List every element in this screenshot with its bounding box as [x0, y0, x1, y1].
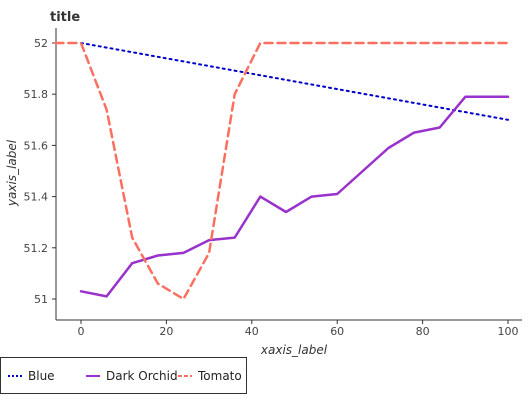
y-axis-title: yaxis_label: [5, 139, 19, 207]
y-ticks: 51 51.2 51.4 51.6 51.8 52: [24, 37, 56, 306]
legend-label: Dark Orchid: [106, 369, 178, 383]
x-tick-label: 20: [159, 325, 173, 338]
y-tick-label: 51.2: [24, 242, 49, 255]
y-tick-label: 51.8: [24, 88, 49, 101]
legend-box: [0, 357, 247, 394]
y-tick-label: 52: [34, 37, 48, 50]
axes: [55, 28, 522, 321]
plot-lines: [54, 41, 510, 301]
legend-label: Tomato: [197, 369, 242, 383]
y-tick-label: 51: [34, 293, 48, 306]
x-tick-label: 0: [78, 325, 85, 338]
series-line-blue: [80, 42, 509, 121]
legend: Blue Dark Orchid Tomato: [0, 357, 247, 394]
series-line-tomato: [54, 41, 510, 301]
x-tick-label: 100: [498, 325, 519, 338]
series-line-dark-orchid: [79, 95, 510, 298]
x-tick-label: 40: [245, 325, 259, 338]
chart-title: title: [50, 10, 80, 25]
x-ticks: 0 20 40 60 80 100: [78, 320, 519, 338]
x-tick-label: 80: [416, 325, 430, 338]
x-axis-title: xaxis_label: [260, 343, 328, 357]
y-tick-label: 51.4: [24, 191, 49, 204]
y-tick-label: 51.6: [24, 139, 49, 152]
x-tick-label: 60: [330, 325, 344, 338]
legend-label: Blue: [28, 369, 55, 383]
